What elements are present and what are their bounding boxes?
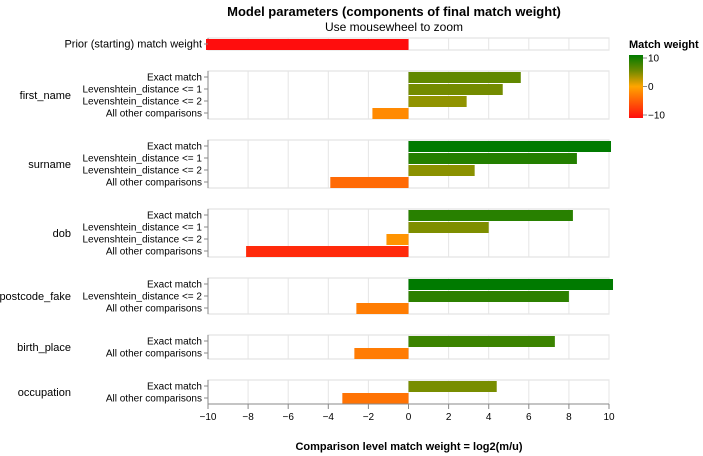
x-tick-label: 6 — [526, 412, 532, 423]
legend: Match weight 10 0 −10 — [629, 39, 699, 122]
bar-label: All other comparisons — [106, 304, 202, 315]
bar-label: Exact match — [147, 280, 202, 291]
x-axis: −10 −8 −6 −4 −2 0 2 4 6 8 10 — [200, 403, 615, 423]
bar-label: All other comparisons — [106, 178, 202, 189]
x-tick-label: 4 — [486, 412, 492, 423]
bar-label: Levenshtein_distance <= 2 — [82, 166, 202, 177]
x-tick-label: −10 — [200, 412, 217, 423]
bar[interactable] — [386, 234, 409, 245]
bar[interactable] — [408, 381, 497, 392]
legend-title: Match weight — [629, 39, 699, 51]
bar-label: Exact match — [147, 211, 202, 222]
bar-label: Levenshtein_distance <= 2 — [82, 292, 202, 303]
x-tick-label: 2 — [446, 412, 452, 423]
bar[interactable] — [330, 177, 409, 188]
bar[interactable] — [342, 393, 409, 404]
bar-label: Exact match — [147, 382, 202, 393]
bar[interactable] — [408, 165, 475, 176]
bar[interactable] — [246, 246, 409, 257]
bar-label: All other comparisons — [106, 109, 202, 120]
x-tick-label: −6 — [282, 412, 294, 423]
bar-label: Prior (starting) match weight — [64, 39, 202, 51]
x-tick-label: −8 — [242, 412, 254, 423]
chart-subtitle: Use mousewheel to zoom — [325, 20, 463, 34]
group-label: occupation — [18, 387, 71, 399]
group-label: birth_place — [17, 342, 71, 354]
panel-prior: Prior (starting) match weight — [64, 37, 610, 51]
bar-label: Levenshtein_distance <= 1 — [82, 154, 202, 165]
bar-label: Exact match — [147, 142, 202, 153]
legend-tick-label: 10 — [648, 54, 660, 65]
chart-panels: Prior (starting) match weight Exact match… — [0, 37, 614, 405]
x-tick-label: −2 — [363, 412, 375, 423]
bar[interactable] — [408, 72, 521, 83]
group-label: first_name — [20, 90, 71, 102]
x-tick-label: 8 — [566, 412, 572, 423]
bar[interactable] — [354, 348, 409, 359]
group-label: postcode_fake — [0, 291, 71, 303]
chart-title: Model parameters (components of final ma… — [227, 4, 561, 19]
bar[interactable] — [408, 210, 573, 221]
bar-label: Levenshtein_distance <= 1 — [82, 85, 202, 96]
bar[interactable] — [408, 84, 503, 95]
bar[interactable] — [408, 222, 489, 233]
legend-tick-label: 0 — [648, 82, 654, 93]
group-label: dob — [53, 228, 71, 240]
bar[interactable] — [408, 291, 569, 302]
bar[interactable] — [372, 108, 409, 119]
bar[interactable] — [408, 279, 614, 290]
group-label: surname — [28, 159, 71, 171]
bar[interactable] — [408, 153, 577, 164]
bar[interactable] — [408, 141, 612, 152]
x-tick-label: −4 — [323, 412, 335, 423]
bar[interactable] — [205, 39, 409, 50]
x-axis-title: Comparison level match weight = log2(m/u… — [295, 441, 522, 453]
legend-tick-label: −10 — [648, 111, 665, 122]
bar-label: Levenshtein_distance <= 2 — [82, 235, 202, 246]
bar-label: All other comparisons — [106, 349, 202, 360]
bar[interactable] — [356, 303, 409, 314]
x-tick-label: 0 — [406, 412, 412, 423]
bar-label: Levenshtein_distance <= 1 — [82, 223, 202, 234]
bar-label: All other comparisons — [106, 247, 202, 258]
x-tick-label: 10 — [603, 412, 615, 423]
bar-label: Levenshtein_distance <= 2 — [82, 97, 202, 108]
bar-label: Exact match — [147, 337, 202, 348]
legend-gradient-bar — [629, 55, 643, 118]
bar-label: Exact match — [147, 73, 202, 84]
bar[interactable] — [408, 96, 467, 107]
bar[interactable] — [408, 336, 555, 347]
bar-label: All other comparisons — [106, 394, 202, 405]
